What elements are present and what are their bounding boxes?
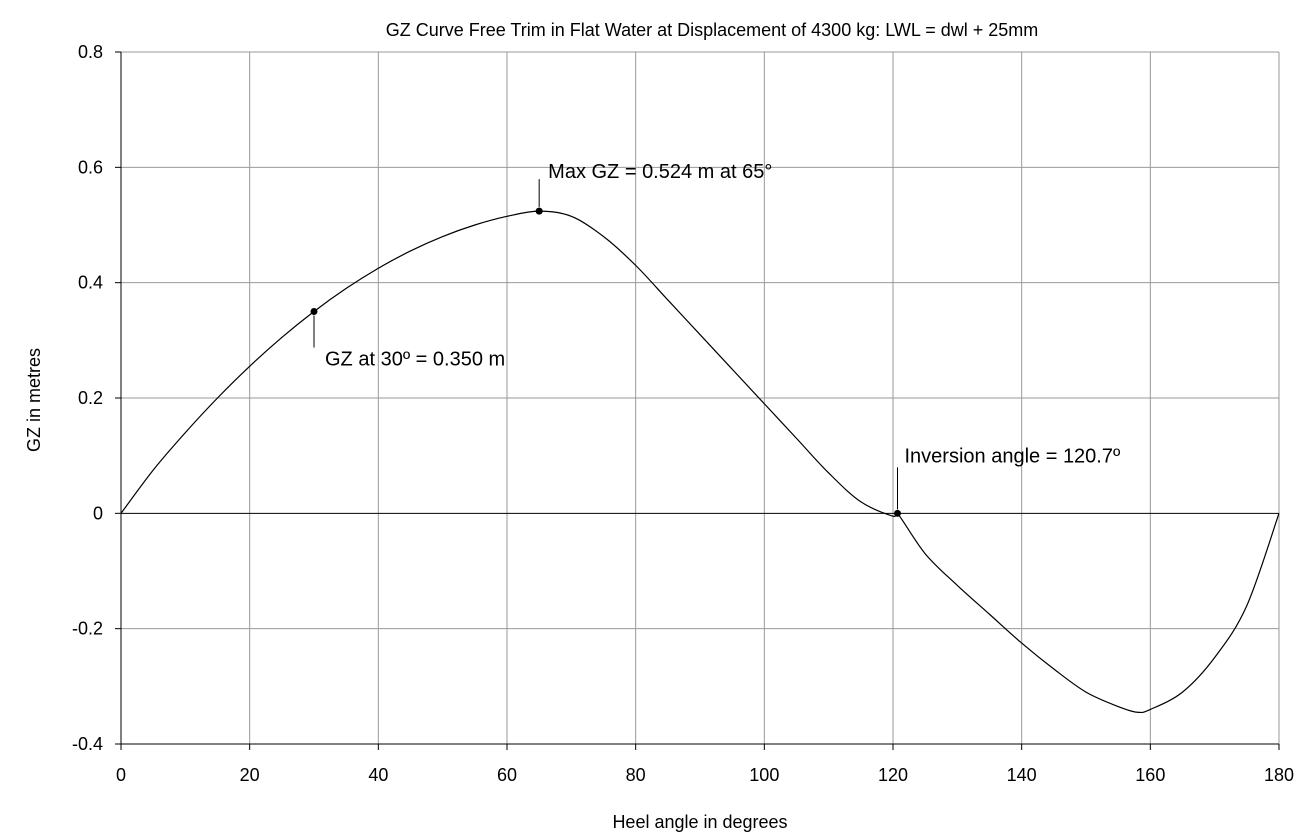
y-tick-label: 0.2 <box>78 388 103 408</box>
y-tick-label: 0.8 <box>78 42 103 62</box>
annotation-max-gz: Max GZ = 0.524 m at 65° <box>548 161 772 183</box>
x-tick-labels: 0 20 40 60 80 100 120 140 160 180 <box>116 765 1294 785</box>
x-tick-label: 120 <box>878 765 908 785</box>
data-point-marker <box>894 509 902 517</box>
gz-series-line <box>120 210 1280 714</box>
x-axis-label: Heel angle in degrees <box>612 812 787 832</box>
chart-title: GZ Curve Free Trim in Flat Water at Disp… <box>386 20 1039 40</box>
y-axis-label: GZ in metres <box>24 348 44 452</box>
annotation-inversion-angle: Inversion angle = 120.7º <box>905 445 1121 467</box>
x-tick-label: 60 <box>497 765 517 785</box>
data-markers <box>310 207 902 517</box>
x-tick-label: 80 <box>626 765 646 785</box>
x-tick-label: 0 <box>116 765 126 785</box>
y-tick-label: -0.2 <box>72 619 103 639</box>
y-tick-label: 0.6 <box>78 157 103 177</box>
x-tick-label: 180 <box>1264 765 1294 785</box>
y-tick-label: 0 <box>93 503 103 523</box>
data-point-marker <box>535 207 543 215</box>
y-tick-labels: -0.4 -0.2 0 0.2 0.4 0.6 0.8 <box>72 42 103 754</box>
x-tick-label: 160 <box>1135 765 1165 785</box>
x-tick-label: 20 <box>240 765 260 785</box>
grid-lines <box>121 51 1280 744</box>
annotation-gz-30: GZ at 30º = 0.350 m <box>325 349 505 371</box>
data-point-marker <box>310 308 318 315</box>
x-tick-label: 40 <box>368 765 388 785</box>
y-tick-label: 0.4 <box>78 273 103 293</box>
x-tick-label: 140 <box>1007 765 1037 785</box>
x-tick-label: 100 <box>749 765 779 785</box>
y-tick-label: -0.4 <box>72 734 103 754</box>
axes <box>115 51 1280 750</box>
